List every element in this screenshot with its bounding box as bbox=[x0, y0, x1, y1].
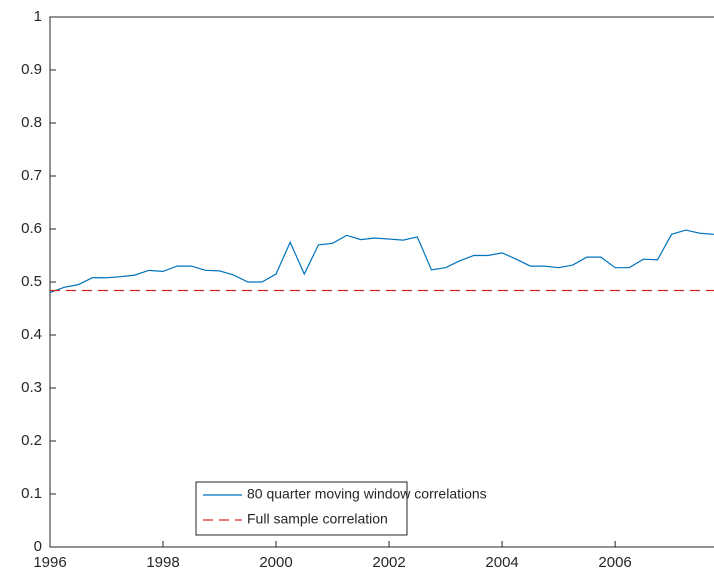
y-tick-label: 0.8 bbox=[21, 114, 42, 131]
x-tick-label: 2000 bbox=[259, 554, 292, 571]
x-tick-label: 2004 bbox=[485, 554, 518, 571]
legend-label: Full sample correlation bbox=[247, 511, 388, 527]
data-line bbox=[49, 229, 714, 294]
y-tick-label: 0.3 bbox=[21, 379, 42, 396]
y-tick-label: 1 bbox=[34, 8, 42, 25]
legend-box bbox=[195, 481, 408, 536]
y-tick-label: 0.4 bbox=[21, 326, 42, 343]
y-tick-label: 0.5 bbox=[21, 273, 42, 290]
x-tick-label: 2006 bbox=[598, 554, 631, 571]
legend-label: 80 quarter moving window correlations bbox=[247, 486, 487, 502]
y-tick-label: 0.7 bbox=[21, 167, 42, 184]
x-tick-label: 1996 bbox=[33, 554, 66, 571]
x-tick-label: 2002 bbox=[372, 554, 405, 571]
y-tick-label: 0.2 bbox=[21, 432, 42, 449]
y-tick-label: 0.9 bbox=[21, 61, 42, 78]
y-tick-label: 0.1 bbox=[21, 485, 42, 502]
y-tick-label: 0 bbox=[34, 538, 42, 555]
x-tick-label: 1998 bbox=[146, 554, 179, 571]
y-tick-label: 0.6 bbox=[21, 220, 42, 237]
axes-box bbox=[49, 16, 714, 548]
